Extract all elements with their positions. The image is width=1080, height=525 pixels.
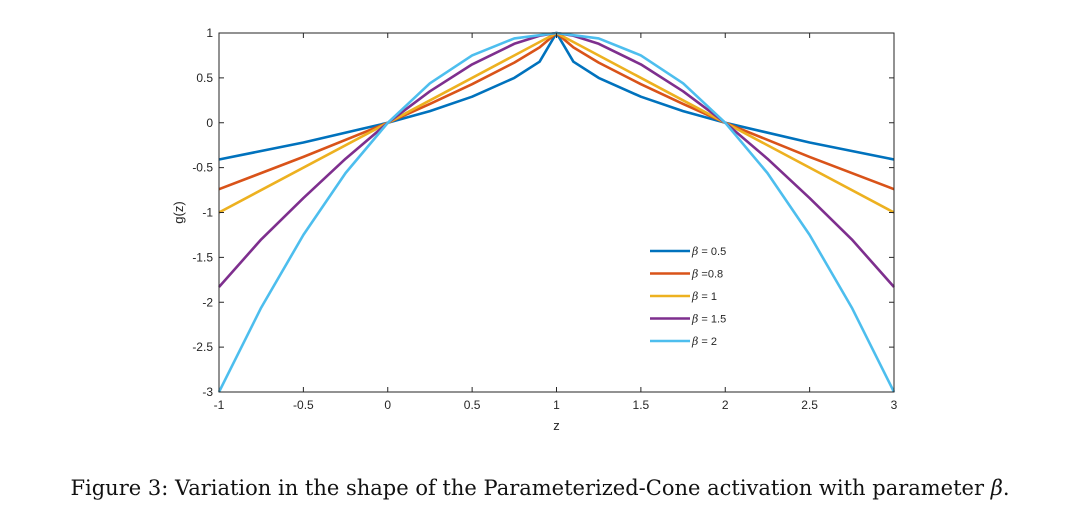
y-tick-label: 0.5 — [196, 71, 213, 85]
caption-text: Figure 3: Variation in the shape of the … — [70, 476, 991, 500]
x-tick-label: 2.5 — [801, 398, 818, 412]
legend-label: β =0.8 — [691, 268, 723, 281]
legend-label: β = 1 — [691, 290, 717, 303]
legend-label: β = 2 — [691, 335, 717, 348]
y-tick-label: -0.5 — [192, 161, 213, 175]
series-lines — [217, 31, 896, 393]
plot-frame — [218, 32, 895, 393]
y-axis-label: g(z) — [171, 201, 186, 223]
x-tick-label: 1.5 — [633, 398, 650, 412]
series-line-5 — [217, 31, 896, 393]
x-tick-label: 3 — [891, 398, 898, 412]
chart: -1 -0.5 0 0.5 1 1.5 2 2.5 3 -3 -2.5 -2 -1.5 -1 -0.5 0 0… — [171, 26, 898, 433]
x-axis-label: z — [553, 418, 560, 433]
series-line-2 — [218, 31, 895, 191]
x-tick-label: 0.5 — [464, 398, 481, 412]
caption-period: . — [1002, 476, 1010, 500]
y-tick-label: 1 — [206, 26, 213, 40]
caption-beta-symbol: β — [990, 476, 1003, 500]
x-axis: -1 -0.5 0 0.5 1 1.5 2 2.5 3 — [214, 33, 898, 412]
figure-caption: Figure 3: Variation in the shape of the … — [0, 476, 1080, 500]
legend-label: β = 1.5 — [691, 313, 726, 326]
y-tick-label: -1.5 — [192, 250, 213, 264]
x-tick-label: -1 — [214, 398, 225, 412]
y-tick-label: 0 — [206, 116, 213, 130]
y-tick-label: -2 — [202, 295, 213, 309]
legend: β = 0.5 β =0.8 β = 1 β = 1.5 β = 2 — [650, 245, 726, 348]
x-tick-label: 0 — [384, 398, 391, 412]
y-tick-label: -1 — [202, 206, 213, 220]
series-line-1 — [218, 31, 895, 161]
x-tick-label: -0.5 — [293, 398, 314, 412]
series-line-3 — [218, 31, 895, 214]
x-tick-label: 2 — [722, 398, 729, 412]
legend-label: β = 0.5 — [691, 245, 726, 258]
y-tick-label: -3 — [202, 385, 213, 399]
x-tick-label: 1 — [553, 398, 560, 412]
y-axis: -3 -2.5 -2 -1.5 -1 -0.5 0 0.5 1 — [192, 26, 894, 399]
y-tick-label: -2.5 — [192, 340, 213, 354]
